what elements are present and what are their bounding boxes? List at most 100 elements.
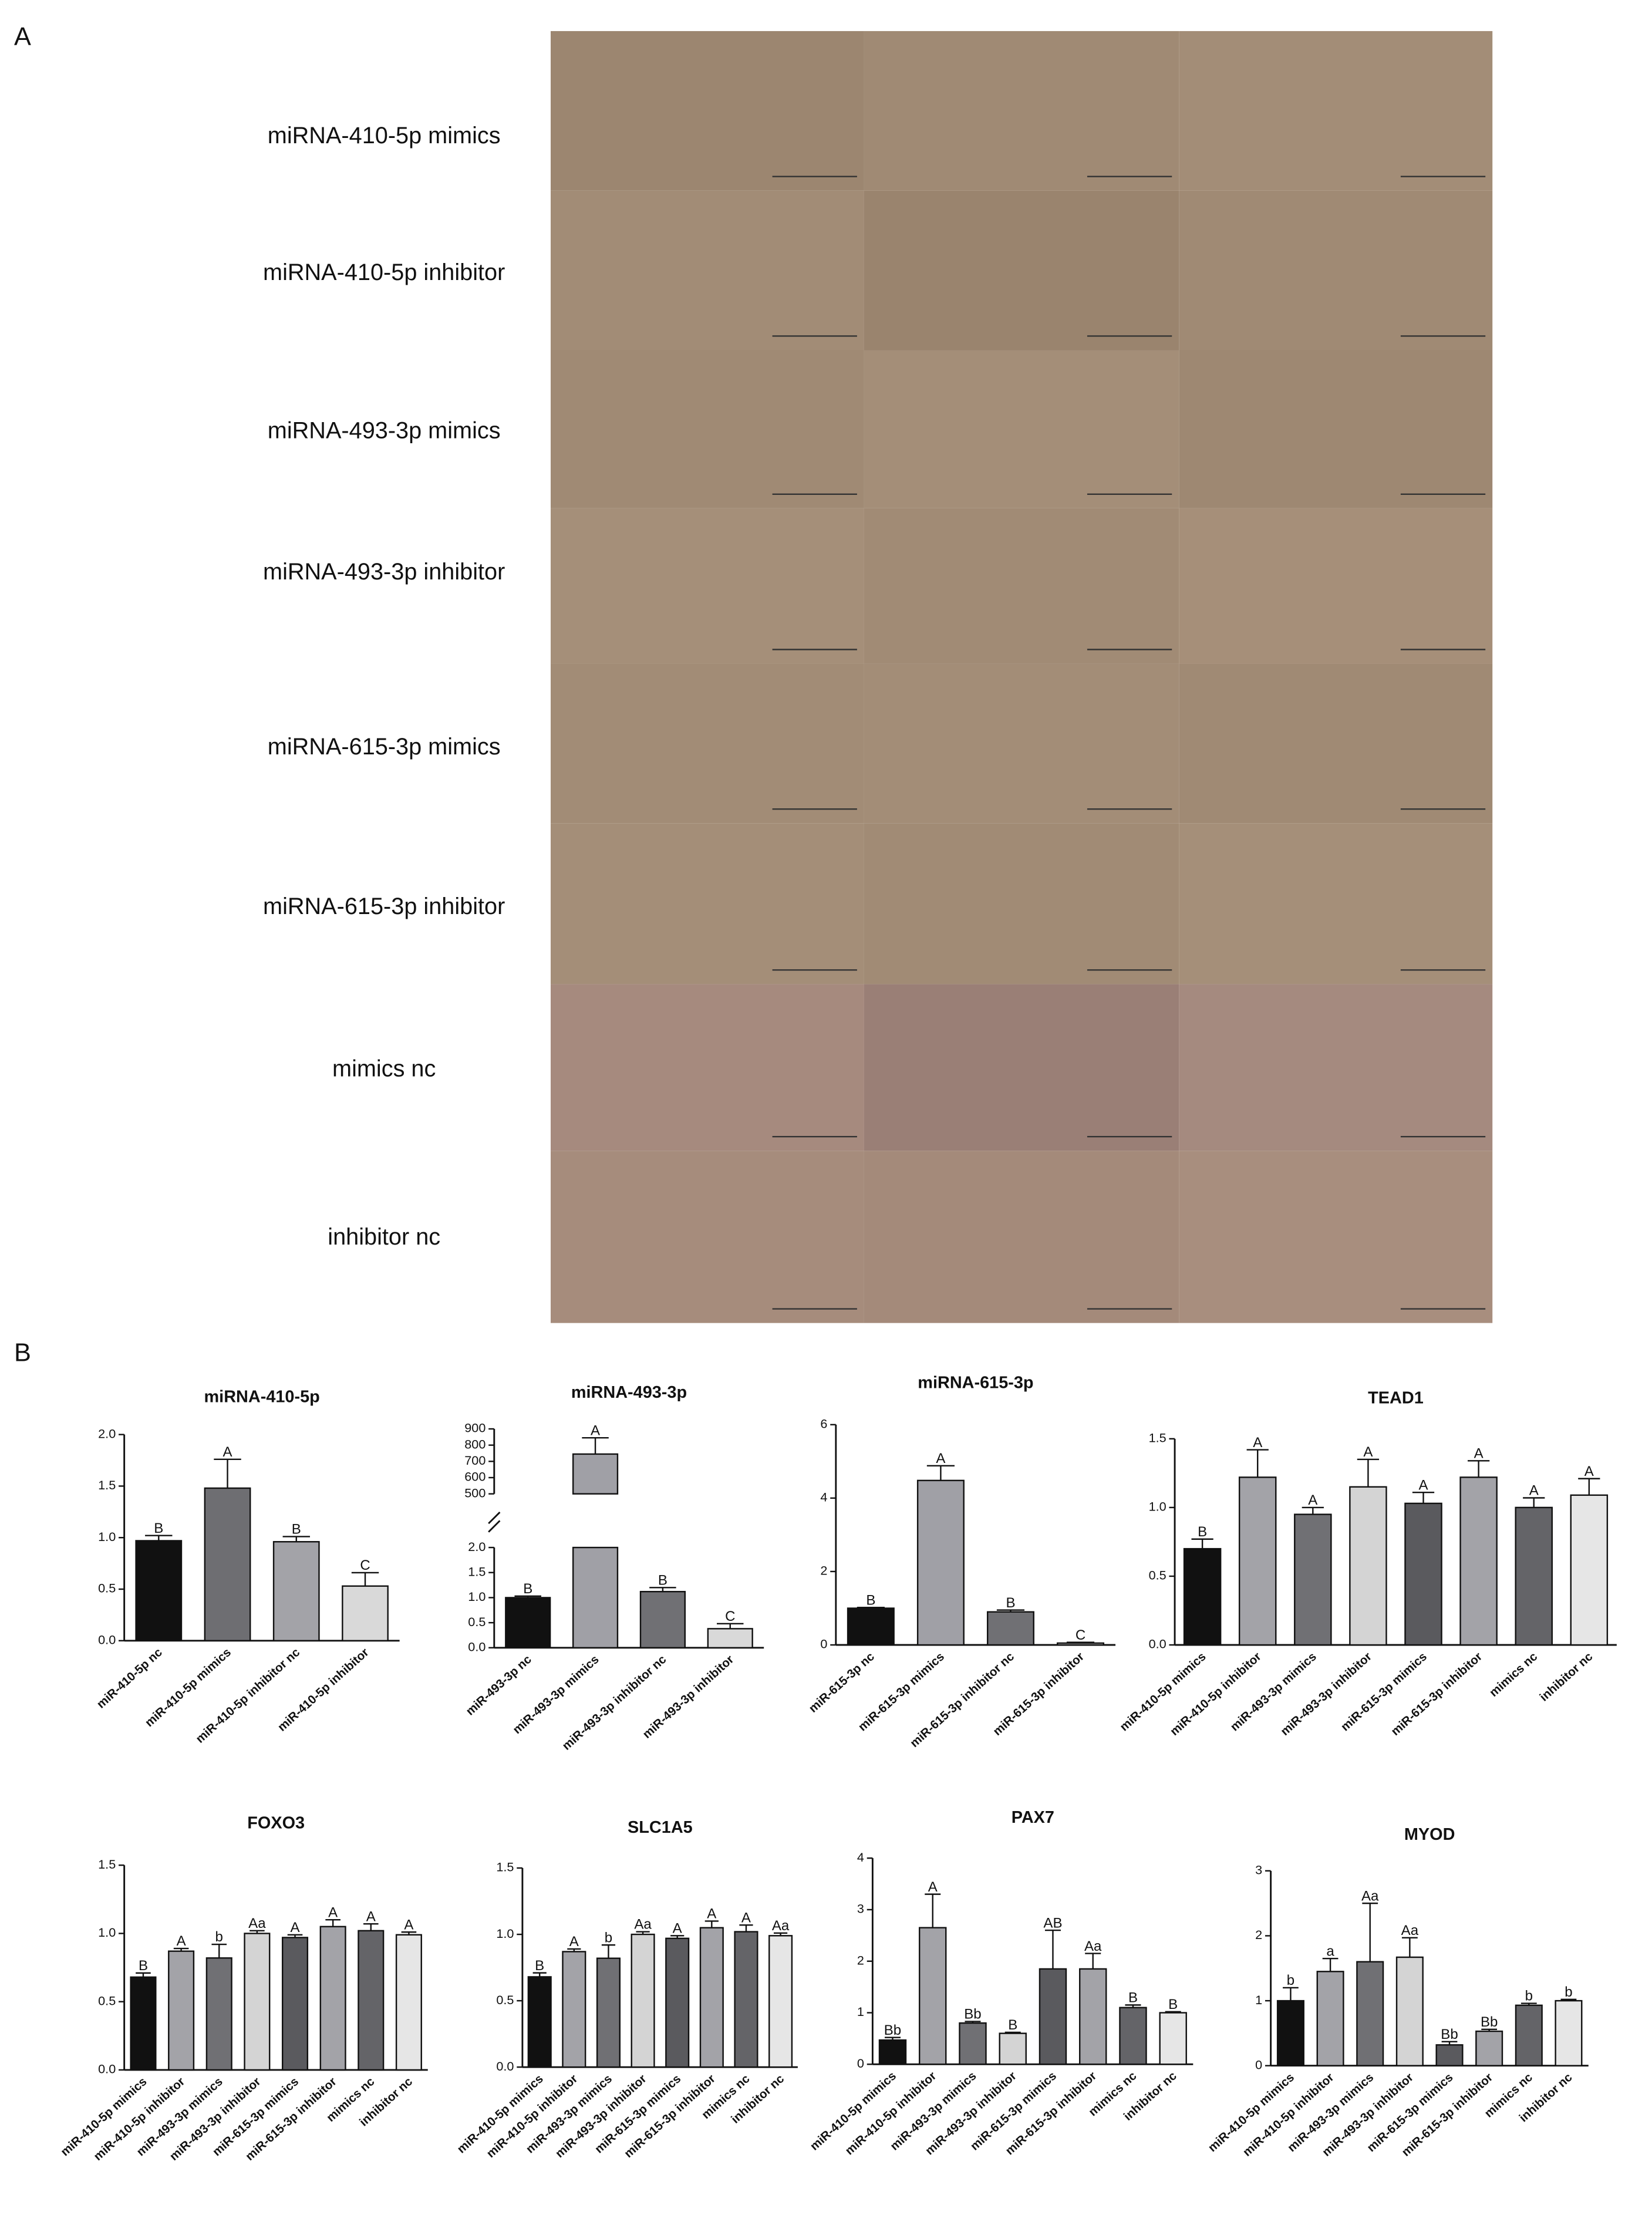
- significance-label: A: [1308, 1492, 1317, 1508]
- significance-label: Bb: [1481, 2014, 1498, 2030]
- y-tick-label: 1.5: [468, 1564, 486, 1579]
- y-tick-label: 800: [464, 1437, 486, 1451]
- axis-break: [488, 1511, 501, 1525]
- micrograph: [551, 1151, 864, 1323]
- y-tick-label: 3: [857, 1901, 864, 1916]
- significance-label: B: [658, 1573, 667, 1589]
- y-tick-label: 1: [857, 2004, 864, 2019]
- y-tick-label: 0.0: [1149, 1637, 1166, 1651]
- y-tick-label: 1.0: [496, 1926, 514, 1941]
- significance-label: B: [154, 1520, 163, 1536]
- significance-label: A: [569, 1934, 579, 1950]
- bar: [1238, 1476, 1277, 1646]
- significance-label: B: [1008, 2017, 1017, 2033]
- bar: [916, 1479, 965, 1646]
- y-tick-label: 1: [1255, 1992, 1262, 2007]
- bar: [505, 1597, 551, 1649]
- significance-label: C: [360, 1557, 370, 1573]
- micrograph: [551, 190, 864, 350]
- bar: [999, 2032, 1027, 2065]
- chart-title: SLC1A5: [628, 1818, 693, 1837]
- micrograph: [551, 984, 864, 1151]
- significance-label: A: [673, 1921, 682, 1937]
- bar: [1119, 2007, 1147, 2065]
- significance-label: B: [1198, 1524, 1207, 1540]
- micrograph: [1179, 508, 1493, 664]
- bar: [1555, 2000, 1583, 2066]
- row-label: miRNA-615-3p mimics: [268, 734, 501, 760]
- bar: [734, 1931, 758, 2068]
- significance-label: Aa: [1401, 1923, 1419, 1938]
- significance-label: A: [404, 1917, 413, 1933]
- bar: [562, 1951, 586, 2068]
- bar: [135, 1540, 183, 1641]
- y-tick-label: 700: [464, 1453, 486, 1468]
- micrograph: [864, 1151, 1179, 1323]
- significance-label: B: [866, 1592, 875, 1608]
- significance-label: A: [928, 1879, 938, 1895]
- significance-label: C: [725, 1609, 735, 1624]
- bar: [919, 1927, 947, 2065]
- x-tick-label: miR-410-5p inhibitor: [1168, 1650, 1264, 1738]
- significance-label: A: [328, 1904, 338, 1920]
- y-tick-label: 1.5: [98, 1857, 116, 1872]
- bar: [847, 1607, 895, 1646]
- y-tick-label: 2.0: [468, 1539, 486, 1554]
- significance-label: A: [1584, 1464, 1594, 1479]
- bar: [168, 1950, 195, 2071]
- bar: [1276, 2000, 1304, 2066]
- micrograph: [1179, 350, 1493, 508]
- bar: [1078, 1968, 1107, 2065]
- bar: [281, 1937, 309, 2071]
- y-tick-label: 0: [820, 1637, 827, 1651]
- significance-label: Aa: [772, 1918, 790, 1934]
- significance-label: B: [1006, 1595, 1015, 1611]
- y-tick-label: 600: [464, 1469, 486, 1484]
- significance-label: A: [1474, 1445, 1484, 1461]
- row-label: mimics nc: [332, 1056, 436, 1082]
- micrograph: [1179, 1151, 1493, 1323]
- bar: [1316, 1971, 1344, 2066]
- row-label: miRNA-493-3p mimics: [268, 417, 501, 443]
- y-tick-label: 1.0: [1149, 1499, 1166, 1514]
- x-tick-label: miR-410-5p nc: [94, 1646, 164, 1711]
- bar: [1404, 1502, 1442, 1646]
- y-tick-label: 0.5: [468, 1614, 486, 1629]
- y-tick-label: 1.5: [496, 1860, 514, 1874]
- y-tick-label: 2: [820, 1563, 827, 1578]
- bar: [959, 2022, 987, 2065]
- micrograph: [1179, 31, 1493, 191]
- significance-label: C: [1076, 1627, 1085, 1643]
- row-label: miRNA-410-5p mimics: [268, 123, 501, 149]
- significance-label: Bb: [1441, 2027, 1458, 2042]
- y-tick-label: 0.0: [468, 1640, 486, 1654]
- significance-label: A: [290, 1920, 299, 1936]
- bar: [204, 1487, 251, 1641]
- bar: [986, 1611, 1034, 1646]
- row-label: miRNA-410-5p inhibitor: [263, 259, 505, 285]
- bar: [1515, 2004, 1543, 2066]
- significance-label: A: [1529, 1483, 1539, 1499]
- micrograph: [551, 823, 864, 984]
- bar: [596, 1957, 621, 2068]
- row-label: inhibitor nc: [328, 1224, 440, 1250]
- micrograph: [864, 663, 1179, 824]
- y-tick-label: 2.0: [98, 1426, 116, 1441]
- significance-label: Aa: [1361, 1888, 1379, 1904]
- bar: [1349, 1486, 1387, 1646]
- micrograph: [864, 190, 1179, 350]
- significance-label: A: [1253, 1435, 1262, 1451]
- chart-title: miRNA-493-3p: [571, 1383, 687, 1402]
- chart-title: PAX7: [1012, 1808, 1054, 1827]
- significance-label: A: [591, 1422, 600, 1438]
- bar: [878, 2039, 907, 2065]
- chart-title: miRNA-410-5p: [204, 1387, 320, 1406]
- significance-label: b: [215, 1929, 223, 1945]
- y-tick-label: 1.5: [98, 1478, 116, 1492]
- significance-label: A: [707, 1906, 716, 1922]
- y-tick-label: 2: [857, 1953, 864, 1967]
- y-tick-label: 4: [820, 1490, 827, 1505]
- x-tick-label: inhibitor nc: [1537, 1650, 1595, 1704]
- bar: [1356, 1961, 1384, 2066]
